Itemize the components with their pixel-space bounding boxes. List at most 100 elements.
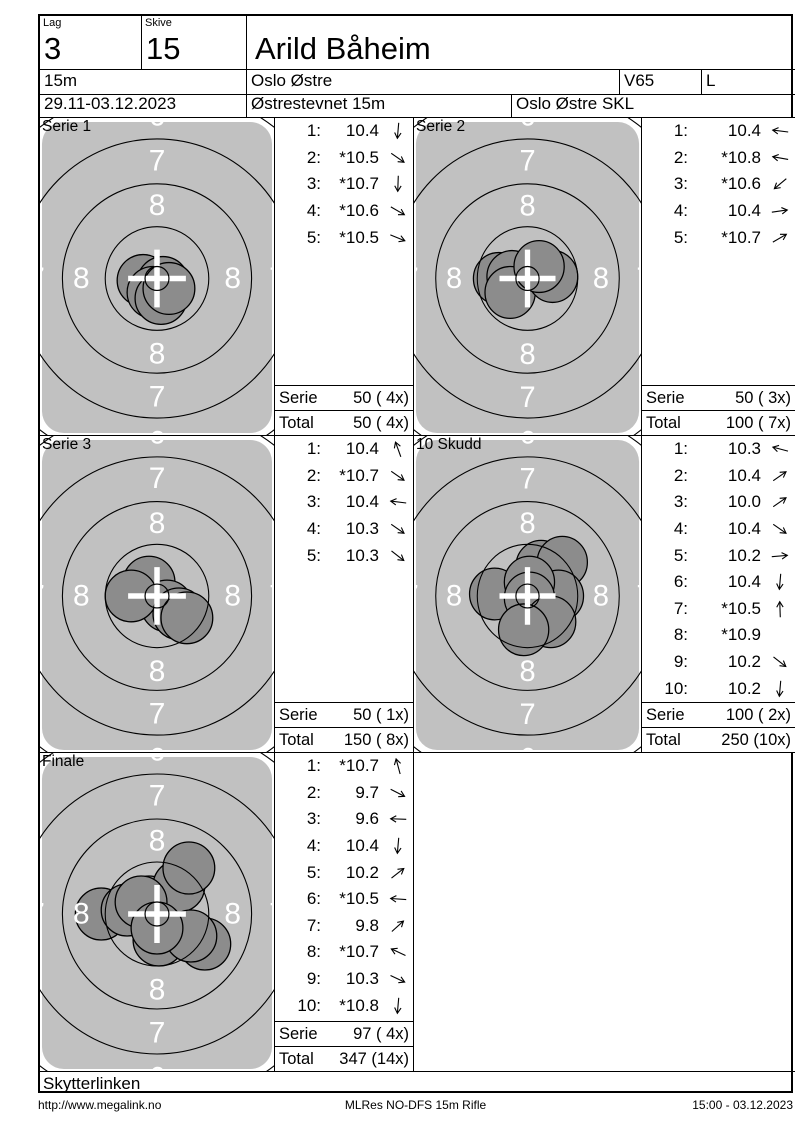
shot-arrow-cell xyxy=(764,598,795,620)
shot-direction-arrow xyxy=(393,441,401,458)
shot-direction-arrow xyxy=(389,975,406,984)
panel-serie-2: 7888876677Serie 21:10.42:*10.83:*10.64:1… xyxy=(414,118,795,436)
total-value: 50 ( 4x) xyxy=(353,413,409,432)
shot-direction-arrow xyxy=(391,920,404,932)
event-cell: Østrestevnet 15m xyxy=(247,95,512,118)
ring-number: 8 xyxy=(149,824,166,857)
shot-number: 5: xyxy=(673,545,688,565)
shot-arrow-cell xyxy=(764,545,795,567)
total-row: Total 347 (14x) xyxy=(275,1046,413,1071)
shot-row: 8: *10.7 xyxy=(275,939,413,966)
weapon-class-value: L xyxy=(706,71,716,90)
serie-row: Serie 50 ( 3x) xyxy=(642,385,795,410)
serie-value: 50 ( 1x) xyxy=(353,705,409,724)
shot-number: 9: xyxy=(673,652,688,672)
dates-cell: 29.11-03.12.2023 xyxy=(40,95,247,118)
shot-number: 2: xyxy=(306,782,321,802)
ring-number: 6 xyxy=(149,425,166,435)
shot-value: 10.2 xyxy=(345,862,379,882)
shot-value: 10.4 xyxy=(727,519,761,539)
shot-row: 5: 10.2 xyxy=(642,542,795,569)
shot-arrow-cell xyxy=(382,941,413,963)
panel-finale: 7888876677Finale1:*10.72:9.73:9.64:10.45… xyxy=(40,753,414,1071)
shot-value: 10.4 xyxy=(345,121,379,141)
shot-number: 9: xyxy=(306,969,321,989)
shot-number: 2: xyxy=(673,147,688,167)
panel-10-skudd: 788887667710 Skudd1:10.32:10.43:10.04:10… xyxy=(414,436,795,753)
ring-number: 8 xyxy=(446,579,462,612)
ring-number: 7 xyxy=(149,698,166,731)
total-label: Total xyxy=(646,413,681,432)
shot-arrow-cell xyxy=(382,782,413,804)
ring-number: 8 xyxy=(73,262,90,295)
shot-number: 2: xyxy=(306,465,321,485)
shot-arrow-cell xyxy=(382,995,413,1017)
panel-title: 10 Skudd xyxy=(416,436,482,453)
total-row: Total 50 ( 4x) xyxy=(275,410,413,435)
ring-number: 8 xyxy=(519,655,535,688)
shot-value: *10.6 xyxy=(339,201,379,221)
brand-name: Skytterlinken xyxy=(43,1073,141,1093)
shot-arrow-cell xyxy=(382,227,413,249)
footer: http://www.megalink.no MLRes NO-DFS 15m … xyxy=(38,1098,793,1112)
shot-value: 10.3 xyxy=(345,969,379,989)
shot-direction-arrow xyxy=(775,573,783,591)
shot-number: 1: xyxy=(673,439,688,459)
shot-number: 6: xyxy=(673,572,688,592)
shot-value: *10.5 xyxy=(339,227,379,247)
ring-number: 7 xyxy=(149,462,166,495)
shot-number: 4: xyxy=(306,201,321,221)
scoring-ring xyxy=(61,501,253,691)
scoring-ring xyxy=(414,138,641,419)
total-label: Total xyxy=(279,1049,314,1068)
shot-direction-arrow xyxy=(771,207,788,215)
shot-direction-arrow xyxy=(775,680,783,698)
shot-row: 2: *10.7 xyxy=(275,463,413,490)
shot-arrow-cell xyxy=(382,200,413,222)
target-graphic: 7888876677 xyxy=(40,436,274,752)
target-cell: 7888876677Serie 3 xyxy=(40,436,275,752)
shot-arrow-cell xyxy=(764,518,795,540)
event-value: Østrestevnet 15m xyxy=(251,95,386,113)
shot-row: 3: 10.0 xyxy=(642,489,795,516)
ring-number: 8 xyxy=(519,189,535,223)
ring-number: 7 xyxy=(269,897,274,930)
shot-row: 4: 10.3 xyxy=(275,516,413,543)
shot-number: 5: xyxy=(306,545,321,565)
target-cell: 788887667710 Skudd xyxy=(414,436,642,752)
ring-number: 8 xyxy=(224,262,241,295)
panel-title: Serie 3 xyxy=(42,436,92,453)
serie-value: 100 ( 2x) xyxy=(725,705,791,724)
shot-arrow-cell xyxy=(764,173,795,195)
inner-ten-ring xyxy=(144,265,170,292)
target-graphic: 7888876677 xyxy=(40,118,274,435)
serie-label: Serie xyxy=(646,705,685,724)
shot-value: 10.4 xyxy=(345,836,379,856)
serie-row: Serie 50 ( 4x) xyxy=(275,385,413,410)
shot-arrow-cell xyxy=(382,545,413,567)
shot-value: *10.7 xyxy=(339,465,379,485)
shot-arrow-cell xyxy=(382,968,413,990)
shot-value: 10.4 xyxy=(345,492,379,512)
skive-cell: Skive 15 xyxy=(142,16,247,70)
shot-row: 1: *10.7 xyxy=(275,753,413,780)
score-list: 1: *10.7 2: 9.7 3: 9.6 4: 10.4 5: 10.2 6: *10.5 7: 9.… xyxy=(275,753,414,1071)
ring-number: 7 xyxy=(269,262,274,295)
shot-hole xyxy=(513,239,565,294)
serie-label: Serie xyxy=(646,388,685,407)
shot-value: *10.6 xyxy=(721,174,761,194)
ring-number: 7 xyxy=(519,144,535,178)
shot-row: 3: 10.4 xyxy=(275,489,413,516)
ring-number: 6 xyxy=(519,436,535,451)
shot-number: 3: xyxy=(306,174,321,194)
skive-label: Skive xyxy=(145,17,172,29)
shot-value: 10.4 xyxy=(727,121,761,141)
shot-arrow-cell xyxy=(382,835,413,857)
shot-arrow-cell xyxy=(764,491,795,513)
shooter-name: Arild Båheim xyxy=(255,31,431,66)
ring-number: 8 xyxy=(593,262,609,296)
shot-direction-arrow xyxy=(390,523,405,534)
total-label: Total xyxy=(279,413,314,432)
shot-number: 3: xyxy=(673,174,688,194)
shot-number: 7: xyxy=(306,915,321,935)
